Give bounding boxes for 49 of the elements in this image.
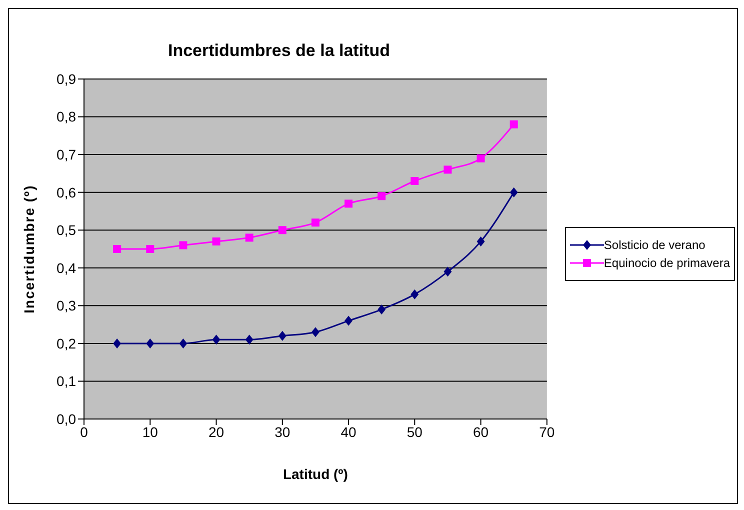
y-tick-label: 0,0 — [56, 410, 76, 427]
y-axis-title: Incertidumbre (º) — [20, 184, 37, 314]
point — [311, 327, 320, 338]
x-tick-label: 20 — [208, 424, 224, 440]
point — [179, 338, 188, 348]
y-tick-label: 0,7 — [56, 146, 76, 163]
point — [378, 304, 386, 314]
point — [476, 154, 485, 162]
legend-label: Solsticio de verano — [604, 238, 706, 252]
point — [278, 330, 286, 341]
point — [146, 245, 154, 253]
point — [378, 192, 386, 200]
x-axis-title: Latitud (º) — [282, 466, 348, 482]
x-tick-label: 50 — [406, 424, 423, 440]
point — [179, 241, 188, 250]
x-tick-label: 60 — [473, 424, 489, 440]
point — [146, 338, 154, 348]
point — [212, 237, 220, 246]
point — [410, 177, 419, 185]
x-tick-label: 30 — [274, 424, 290, 440]
y-tick-label: 0,6 — [56, 184, 76, 200]
point — [212, 334, 220, 345]
point — [444, 166, 452, 174]
y-tick-label: 0,5 — [56, 222, 76, 238]
y-tick-label: 0,2 — [56, 335, 76, 352]
point — [510, 187, 518, 198]
point — [344, 200, 353, 208]
y-tick-label: 0,3 — [56, 298, 76, 314]
x-tick-label: 40 — [340, 424, 357, 440]
point — [444, 266, 452, 277]
point — [510, 120, 518, 128]
point — [113, 245, 122, 253]
point — [245, 234, 254, 242]
x-tick-label: 0 — [80, 424, 88, 440]
point — [113, 338, 122, 348]
chart-title: Incertidumbres de la latitud — [167, 41, 391, 61]
legend-label: Equinocio de primavera — [604, 256, 730, 270]
point — [278, 226, 286, 234]
x-tick-label: 70 — [539, 424, 555, 440]
y-tick-label: 0,4 — [56, 260, 76, 276]
point — [410, 289, 419, 300]
point — [344, 316, 353, 326]
x-tick-label: 10 — [142, 424, 158, 440]
point — [311, 218, 320, 227]
y-tick-label: 0,8 — [56, 108, 76, 125]
y-tick-label: 0,1 — [56, 373, 76, 390]
y-tick-label: 0,9 — [56, 70, 76, 87]
point — [476, 236, 485, 246]
point — [245, 334, 254, 345]
